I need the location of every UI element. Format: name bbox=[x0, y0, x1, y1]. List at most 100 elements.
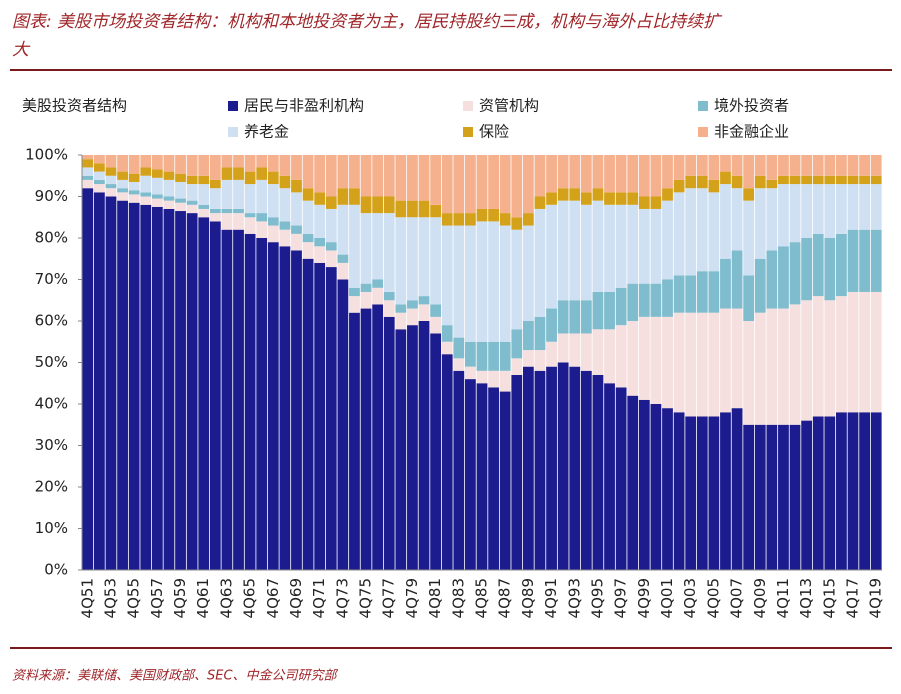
bar-segment bbox=[302, 155, 314, 189]
legend-swatch bbox=[698, 127, 708, 137]
x-tick-label: 4Q61 bbox=[194, 578, 212, 618]
bar-segment bbox=[209, 179, 221, 189]
bar-segment bbox=[267, 242, 279, 570]
bar-segment bbox=[279, 188, 291, 222]
bar-segment bbox=[708, 312, 720, 417]
x-tick-label: 4Q19 bbox=[867, 578, 885, 618]
bar-segment bbox=[476, 370, 488, 384]
bar-segment bbox=[441, 213, 453, 226]
bar-segment bbox=[546, 155, 557, 193]
bar-segment bbox=[743, 188, 755, 201]
bar-segment bbox=[360, 196, 372, 214]
bar-segment bbox=[673, 412, 685, 570]
bar-segment bbox=[801, 238, 813, 301]
bar-segment bbox=[766, 188, 778, 251]
bar-segment bbox=[244, 171, 256, 185]
bar-segment bbox=[221, 213, 233, 230]
x-tick-label: 4Q89 bbox=[519, 578, 537, 618]
bar-segment bbox=[511, 329, 523, 359]
x-tick-label: 4Q91 bbox=[542, 578, 560, 618]
bar-segment bbox=[209, 213, 221, 222]
bar-segment bbox=[824, 300, 836, 417]
bar-segment bbox=[557, 362, 569, 570]
bar-segment bbox=[534, 155, 546, 197]
bar-segment bbox=[453, 358, 465, 371]
bar-segment bbox=[117, 155, 128, 172]
legend-swatch bbox=[698, 101, 708, 111]
bar-segment bbox=[766, 250, 778, 309]
bar-segment bbox=[337, 188, 349, 205]
bar-segment bbox=[82, 159, 94, 168]
bar-segment bbox=[522, 225, 534, 321]
bar-segment bbox=[534, 208, 546, 317]
bar-segment bbox=[627, 192, 639, 205]
bar-segment bbox=[754, 424, 766, 570]
bar-segment bbox=[93, 171, 105, 180]
bar-segment bbox=[140, 175, 152, 193]
bar-segment bbox=[244, 217, 256, 234]
bar-segment bbox=[870, 412, 882, 570]
bar-segment bbox=[592, 155, 604, 189]
bar-segment bbox=[708, 155, 720, 180]
bar-segment bbox=[175, 155, 186, 174]
bar-segment bbox=[778, 184, 789, 247]
x-tick-label: 4Q71 bbox=[310, 578, 328, 618]
bar-segment bbox=[117, 179, 128, 189]
bar-segment bbox=[488, 221, 499, 342]
bar-segment bbox=[430, 204, 442, 218]
bar-segment bbox=[267, 225, 279, 243]
bar-segment bbox=[233, 155, 244, 168]
bar-segment bbox=[198, 175, 210, 185]
bar-segment bbox=[557, 333, 569, 363]
bar-segment bbox=[418, 200, 430, 218]
bar-segment bbox=[128, 155, 140, 174]
y-tick-label: 60% bbox=[35, 312, 68, 330]
bar-segment bbox=[279, 246, 291, 571]
bar-segment bbox=[337, 254, 349, 263]
bar-segment bbox=[627, 204, 639, 284]
bar-segment bbox=[267, 184, 279, 218]
bar-segment bbox=[105, 188, 117, 197]
bar-segment bbox=[696, 312, 708, 417]
bar-segment bbox=[337, 155, 349, 189]
bar-segment bbox=[488, 155, 499, 209]
bar-segment bbox=[349, 204, 360, 288]
bar-segment bbox=[499, 341, 511, 371]
x-tick-label: 4Q63 bbox=[217, 578, 235, 618]
bar-segment bbox=[244, 184, 256, 214]
bar-segment bbox=[685, 312, 697, 417]
bar-segment bbox=[859, 412, 871, 570]
bar-segment bbox=[395, 312, 407, 330]
bar-segment bbox=[546, 204, 557, 309]
bar-segment bbox=[766, 424, 778, 570]
bar-segment bbox=[383, 155, 395, 197]
bar-segment bbox=[847, 229, 859, 292]
bar-segment bbox=[557, 188, 569, 201]
legend-label: 居民与非盈利机构 bbox=[244, 97, 364, 115]
bar-segment bbox=[291, 233, 302, 251]
bar-segment bbox=[557, 200, 569, 301]
bar-segment bbox=[720, 258, 731, 309]
bar-segment bbox=[325, 242, 337, 251]
bar-segment bbox=[395, 217, 407, 305]
bar-segment bbox=[105, 196, 117, 570]
y-tick-label: 100% bbox=[25, 146, 68, 164]
bar-segment bbox=[708, 192, 720, 272]
bar-segment bbox=[720, 412, 731, 570]
bar-segment bbox=[488, 370, 499, 388]
bar-segment bbox=[743, 321, 755, 425]
bar-segment bbox=[93, 155, 105, 164]
bar-segment bbox=[847, 412, 859, 570]
bar-segment bbox=[256, 167, 268, 180]
bar-segment bbox=[824, 238, 836, 301]
bar-segment bbox=[488, 387, 499, 570]
bar-segment bbox=[685, 275, 697, 313]
bar-segment bbox=[256, 155, 268, 168]
bar-segment bbox=[580, 300, 592, 334]
bar-segment bbox=[685, 175, 697, 189]
x-tick-label: 4Q13 bbox=[797, 578, 815, 618]
bar-segment bbox=[696, 188, 708, 272]
bar-segment bbox=[836, 184, 847, 234]
bar-segment bbox=[638, 208, 650, 284]
bar-segment bbox=[476, 341, 488, 371]
